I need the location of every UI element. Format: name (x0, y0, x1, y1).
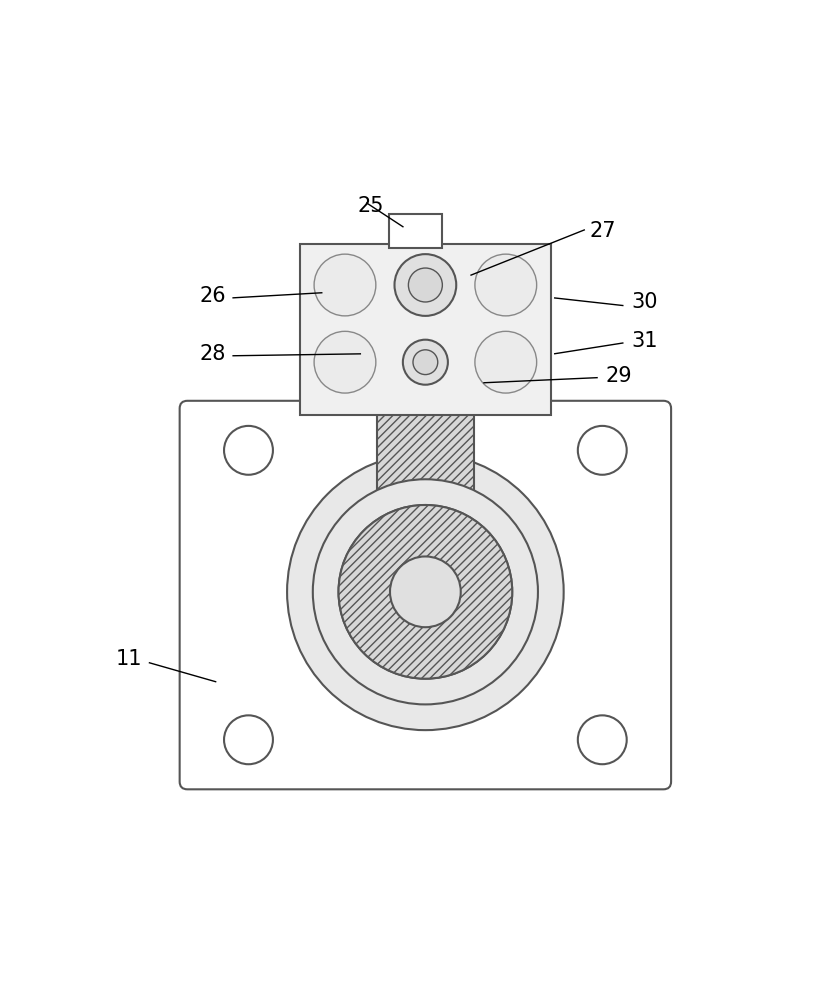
Circle shape (390, 556, 461, 627)
Text: 31: 31 (631, 331, 657, 351)
Bar (377, 412, 474, 595)
Text: 27: 27 (589, 221, 616, 241)
Circle shape (413, 350, 437, 375)
Circle shape (475, 331, 537, 393)
Circle shape (224, 715, 273, 764)
Circle shape (339, 505, 512, 679)
Text: 30: 30 (631, 292, 657, 312)
Circle shape (224, 426, 273, 475)
Bar (377, 412, 474, 595)
Circle shape (475, 254, 537, 316)
Circle shape (364, 531, 486, 653)
Circle shape (287, 454, 564, 730)
Circle shape (314, 331, 376, 393)
Text: 29: 29 (606, 366, 632, 386)
Circle shape (408, 268, 442, 302)
Circle shape (394, 254, 457, 316)
Circle shape (403, 340, 448, 385)
Circle shape (339, 505, 512, 679)
Circle shape (390, 556, 461, 627)
Circle shape (313, 479, 538, 704)
Text: 25: 25 (358, 196, 384, 216)
Bar (389, 214, 442, 248)
Text: 26: 26 (199, 286, 226, 306)
Text: 11: 11 (116, 649, 143, 669)
Bar (300, 244, 551, 415)
FancyBboxPatch shape (179, 401, 671, 789)
Circle shape (578, 426, 627, 475)
Text: 28: 28 (199, 344, 226, 364)
Circle shape (578, 715, 627, 764)
Circle shape (314, 254, 376, 316)
